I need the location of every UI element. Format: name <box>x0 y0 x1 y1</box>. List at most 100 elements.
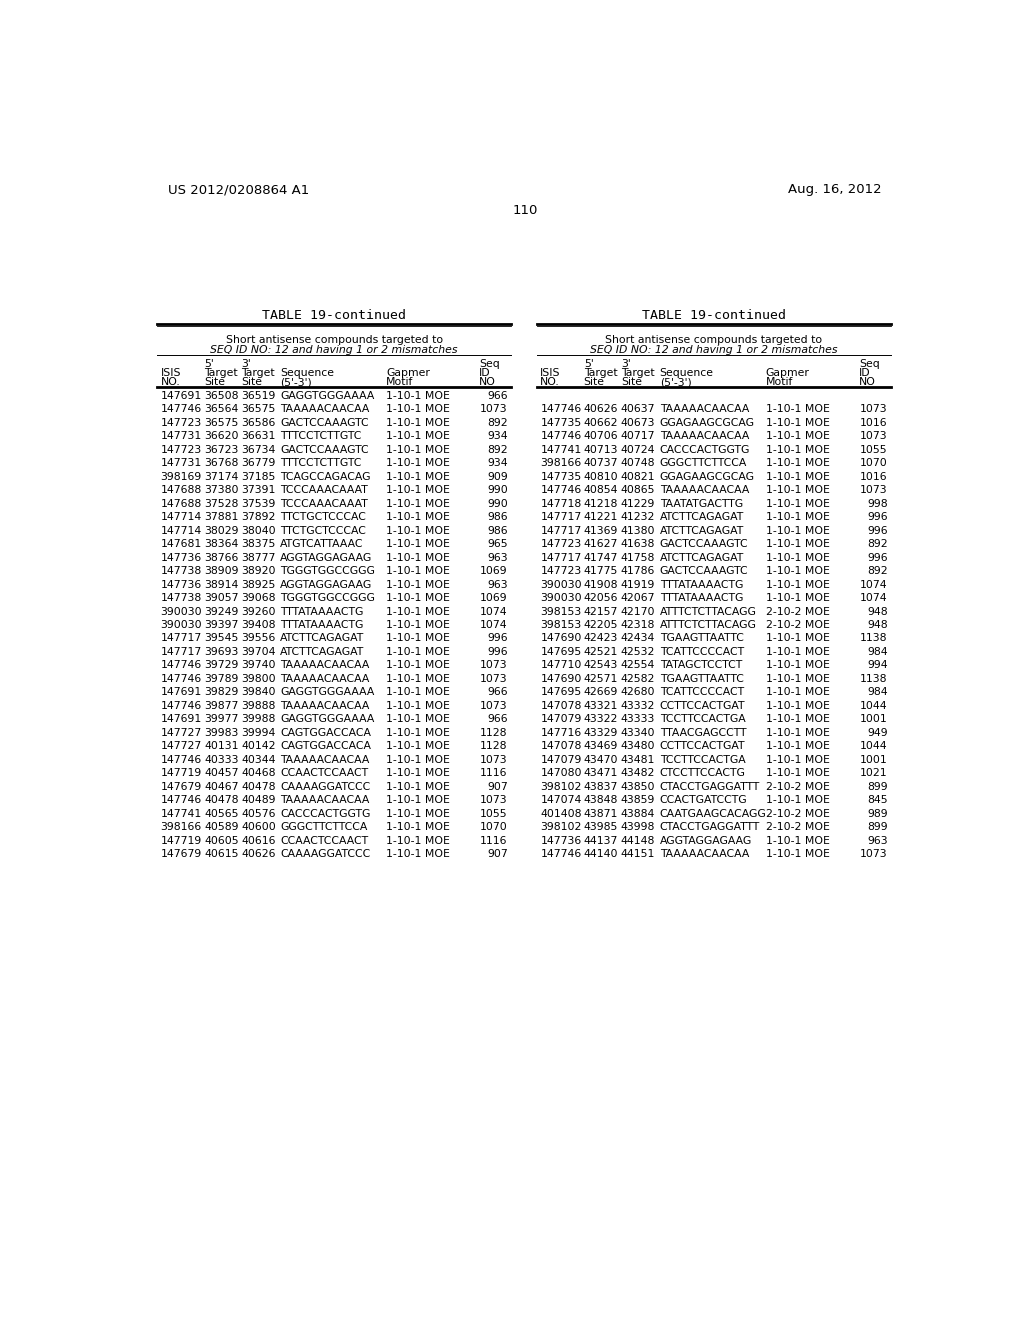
Text: 39057: 39057 <box>204 593 239 603</box>
Text: 37185: 37185 <box>241 471 275 482</box>
Text: TAAAAACAACAA: TAAAAACAACAA <box>280 675 370 684</box>
Text: 1116: 1116 <box>480 768 508 779</box>
Text: 398102: 398102 <box>541 822 582 832</box>
Text: TTTCCTCTTGTC: TTTCCTCTTGTC <box>280 458 361 469</box>
Text: 996: 996 <box>867 525 888 536</box>
Text: 43470: 43470 <box>584 755 618 764</box>
Text: 984: 984 <box>867 647 888 657</box>
Text: 39408: 39408 <box>241 620 275 630</box>
Text: 1073: 1073 <box>480 660 508 671</box>
Text: 398153: 398153 <box>541 620 582 630</box>
Text: 1-10-1 MOE: 1-10-1 MOE <box>386 566 450 576</box>
Text: 39545: 39545 <box>204 634 239 643</box>
Text: 1055: 1055 <box>480 809 508 818</box>
Text: 40576: 40576 <box>241 809 275 818</box>
Text: GGGCTTCTTCCA: GGGCTTCTTCCA <box>659 458 748 469</box>
Text: 37892: 37892 <box>241 512 275 523</box>
Text: 1-10-1 MOE: 1-10-1 MOE <box>386 727 450 738</box>
Text: 1-10-1 MOE: 1-10-1 MOE <box>386 539 450 549</box>
Text: TAAAAACAACAA: TAAAAACAACAA <box>280 404 370 414</box>
Text: 39729: 39729 <box>204 660 239 671</box>
Text: 892: 892 <box>867 539 888 549</box>
Text: TCATTCCCCACT: TCATTCCCCACT <box>659 647 743 657</box>
Text: 1-10-1 MOE: 1-10-1 MOE <box>386 755 450 764</box>
Text: 1070: 1070 <box>480 822 508 832</box>
Text: 43848: 43848 <box>584 795 618 805</box>
Text: 44151: 44151 <box>621 849 655 859</box>
Text: TTTCCTCTTGTC: TTTCCTCTTGTC <box>280 432 361 441</box>
Text: 1-10-1 MOE: 1-10-1 MOE <box>386 525 450 536</box>
Text: 147710: 147710 <box>541 660 582 671</box>
Text: 147746: 147746 <box>161 795 202 805</box>
Text: 38040: 38040 <box>241 525 275 536</box>
Text: 1-10-1 MOE: 1-10-1 MOE <box>766 525 829 536</box>
Text: 1-10-1 MOE: 1-10-1 MOE <box>386 742 450 751</box>
Text: 147718: 147718 <box>541 499 582 508</box>
Text: 1-10-1 MOE: 1-10-1 MOE <box>766 471 829 482</box>
Text: Site: Site <box>584 378 605 387</box>
Text: 43340: 43340 <box>621 727 655 738</box>
Text: 43985: 43985 <box>584 822 618 832</box>
Text: Target: Target <box>241 368 274 378</box>
Text: 40467: 40467 <box>204 781 239 792</box>
Text: ATGTCATTAAAC: ATGTCATTAAAC <box>280 539 364 549</box>
Text: 40713: 40713 <box>584 445 618 455</box>
Text: CTCCTTCCACTG: CTCCTTCCACTG <box>659 768 745 779</box>
Text: 1-10-1 MOE: 1-10-1 MOE <box>766 701 829 711</box>
Text: 1-10-1 MOE: 1-10-1 MOE <box>766 418 829 428</box>
Text: CAAAAGGATCCC: CAAAAGGATCCC <box>280 781 370 792</box>
Text: 39397: 39397 <box>204 620 239 630</box>
Text: 40333: 40333 <box>204 755 239 764</box>
Text: 1-10-1 MOE: 1-10-1 MOE <box>386 836 450 846</box>
Text: 43469: 43469 <box>584 742 618 751</box>
Text: 2-10-2 MOE: 2-10-2 MOE <box>766 809 829 818</box>
Text: 2-10-2 MOE: 2-10-2 MOE <box>766 822 829 832</box>
Text: 1-10-1 MOE: 1-10-1 MOE <box>386 675 450 684</box>
Text: 147727: 147727 <box>161 742 202 751</box>
Text: 36519: 36519 <box>241 391 275 401</box>
Text: 39800: 39800 <box>241 675 275 684</box>
Text: 996: 996 <box>867 512 888 523</box>
Text: 147717: 147717 <box>541 512 582 523</box>
Text: CAGTGGACCACA: CAGTGGACCACA <box>280 727 371 738</box>
Text: 147746: 147746 <box>161 755 202 764</box>
Text: CAAAAGGATCCC: CAAAAGGATCCC <box>280 849 370 859</box>
Text: 963: 963 <box>867 836 888 846</box>
Text: 147746: 147746 <box>541 432 582 441</box>
Text: 39704: 39704 <box>241 647 275 657</box>
Text: 1-10-1 MOE: 1-10-1 MOE <box>386 688 450 697</box>
Text: 39988: 39988 <box>241 714 275 725</box>
Text: 147714: 147714 <box>161 512 202 523</box>
Text: NO.: NO. <box>161 378 180 387</box>
Text: 40637: 40637 <box>621 404 655 414</box>
Text: 36723: 36723 <box>204 445 239 455</box>
Text: TTTATAAAACTG: TTTATAAAACTG <box>659 579 743 590</box>
Text: 1-10-1 MOE: 1-10-1 MOE <box>386 607 450 616</box>
Text: 963: 963 <box>487 553 508 562</box>
Text: 147741: 147741 <box>161 809 202 818</box>
Text: CAGTGGACCACA: CAGTGGACCACA <box>280 742 371 751</box>
Text: 147738: 147738 <box>161 566 202 576</box>
Text: 36575: 36575 <box>204 418 239 428</box>
Text: 38914: 38914 <box>204 579 239 590</box>
Text: 39249: 39249 <box>204 607 239 616</box>
Text: 147746: 147746 <box>161 660 202 671</box>
Text: 43837: 43837 <box>584 781 618 792</box>
Text: 966: 966 <box>487 688 508 697</box>
Text: ATCTTCAGAGAT: ATCTTCAGAGAT <box>280 647 365 657</box>
Text: 1-10-1 MOE: 1-10-1 MOE <box>766 688 829 697</box>
Text: 5': 5' <box>204 359 214 368</box>
Text: 43321: 43321 <box>584 701 618 711</box>
Text: Sequence: Sequence <box>659 368 714 378</box>
Text: 38777: 38777 <box>241 553 275 562</box>
Text: 36508: 36508 <box>204 391 239 401</box>
Text: 2-10-2 MOE: 2-10-2 MOE <box>766 781 829 792</box>
Text: 3': 3' <box>241 359 251 368</box>
Text: 907: 907 <box>487 781 508 792</box>
Text: 1-10-1 MOE: 1-10-1 MOE <box>766 458 829 469</box>
Text: ATCTTCAGAGAT: ATCTTCAGAGAT <box>659 525 743 536</box>
Text: 38909: 38909 <box>204 566 239 576</box>
Text: 39740: 39740 <box>241 660 275 671</box>
Text: 845: 845 <box>867 795 888 805</box>
Text: 1070: 1070 <box>860 458 888 469</box>
